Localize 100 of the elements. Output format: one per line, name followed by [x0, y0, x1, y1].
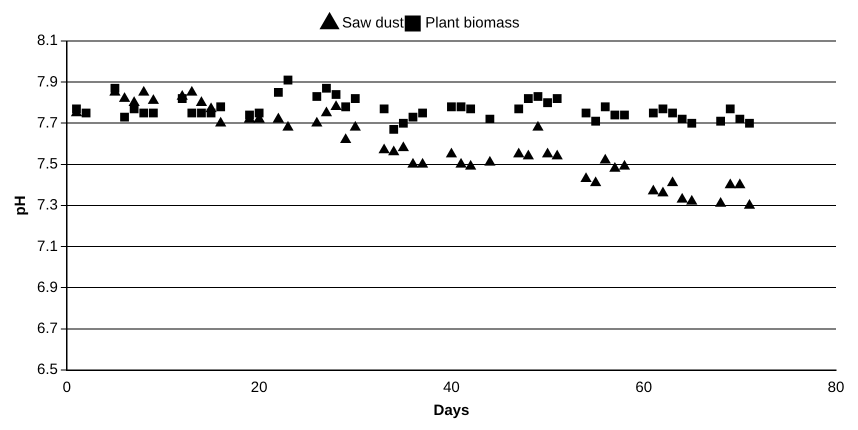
- point: [514, 104, 524, 114]
- point: [120, 112, 129, 122]
- point: [119, 92, 130, 102]
- point: [600, 154, 611, 164]
- point: [456, 158, 466, 168]
- point: [465, 160, 476, 170]
- point: [582, 108, 590, 118]
- point: [417, 158, 428, 168]
- point: [745, 118, 754, 128]
- point: [658, 187, 668, 196]
- point: [398, 118, 408, 128]
- point: [340, 134, 351, 143]
- point: [484, 156, 496, 166]
- point: [534, 92, 542, 101]
- point: [532, 121, 544, 131]
- point: [418, 108, 427, 118]
- point: [408, 112, 418, 122]
- point: [543, 98, 552, 108]
- point: [139, 108, 148, 118]
- point: [676, 193, 688, 203]
- point: [82, 108, 90, 118]
- point: [668, 108, 677, 118]
- point: [206, 102, 216, 112]
- point: [312, 92, 322, 101]
- point: [734, 178, 746, 188]
- point: [350, 121, 361, 131]
- point: [715, 197, 726, 207]
- y-tick-label: 6.7: [36, 320, 58, 338]
- point: [197, 108, 206, 118]
- point: [408, 158, 418, 168]
- legend-label: Saw dust: [342, 14, 405, 32]
- point: [273, 113, 284, 122]
- point: [552, 150, 562, 160]
- x-tick-label: 20: [250, 379, 268, 396]
- point: [330, 100, 342, 110]
- point: [446, 148, 457, 158]
- x-tick-label: 60: [635, 379, 652, 396]
- point: [466, 104, 476, 114]
- point: [398, 142, 409, 152]
- point: [312, 117, 322, 126]
- point: [215, 117, 226, 126]
- point: [380, 104, 389, 114]
- point: [687, 118, 696, 128]
- point: [148, 108, 158, 118]
- point: [186, 86, 198, 96]
- point: [620, 110, 629, 120]
- point: [667, 176, 678, 186]
- point: [332, 90, 340, 99]
- point: [341, 102, 350, 112]
- point: [350, 94, 360, 103]
- point: [378, 144, 390, 154]
- x-axis-title: Days: [433, 402, 470, 420]
- point: [648, 108, 658, 118]
- point: [447, 102, 456, 112]
- point: [600, 102, 610, 112]
- y-tick-label: 7.3: [36, 196, 58, 214]
- point: [274, 88, 283, 97]
- y-tick-label: 8.1: [36, 32, 58, 50]
- y-tick-label: 7.5: [36, 156, 58, 173]
- point: [389, 125, 398, 134]
- point: [744, 200, 755, 209]
- legend-label: Plant biomass: [425, 14, 520, 32]
- point: [542, 148, 553, 158]
- point: [176, 90, 188, 100]
- y-tick-label: 7.9: [36, 73, 58, 90]
- point: [284, 76, 292, 84]
- point: [196, 96, 207, 106]
- x-tick-label: 0: [62, 379, 72, 396]
- point: [716, 116, 726, 126]
- point: [610, 110, 620, 120]
- point: [724, 178, 736, 188]
- point: [216, 102, 226, 112]
- point: [591, 116, 600, 126]
- y-tick-label: 6.9: [36, 278, 58, 296]
- x-tick-label: 80: [828, 379, 844, 396]
- point: [321, 106, 332, 116]
- point: [726, 104, 735, 114]
- point: [282, 121, 294, 131]
- point: [686, 195, 698, 205]
- point: [523, 150, 534, 160]
- point: [610, 162, 620, 172]
- point: [524, 94, 533, 103]
- point: [128, 96, 140, 106]
- point: [580, 172, 592, 182]
- point: [322, 84, 331, 93]
- y-tick-label: 6.5: [36, 361, 58, 378]
- y-tick-label: 7.1: [36, 238, 58, 255]
- point: [187, 108, 196, 118]
- point: [619, 160, 630, 170]
- point: [388, 146, 400, 156]
- point: [552, 94, 562, 103]
- point: [513, 148, 524, 158]
- point: [648, 185, 659, 194]
- y-axis-title: pH: [12, 196, 30, 216]
- point: [138, 86, 150, 96]
- y-tick-label: 7.7: [36, 114, 58, 132]
- point: [590, 176, 601, 186]
- point: [456, 102, 466, 112]
- x-tick-label: 40: [443, 379, 460, 396]
- point: [658, 104, 668, 114]
